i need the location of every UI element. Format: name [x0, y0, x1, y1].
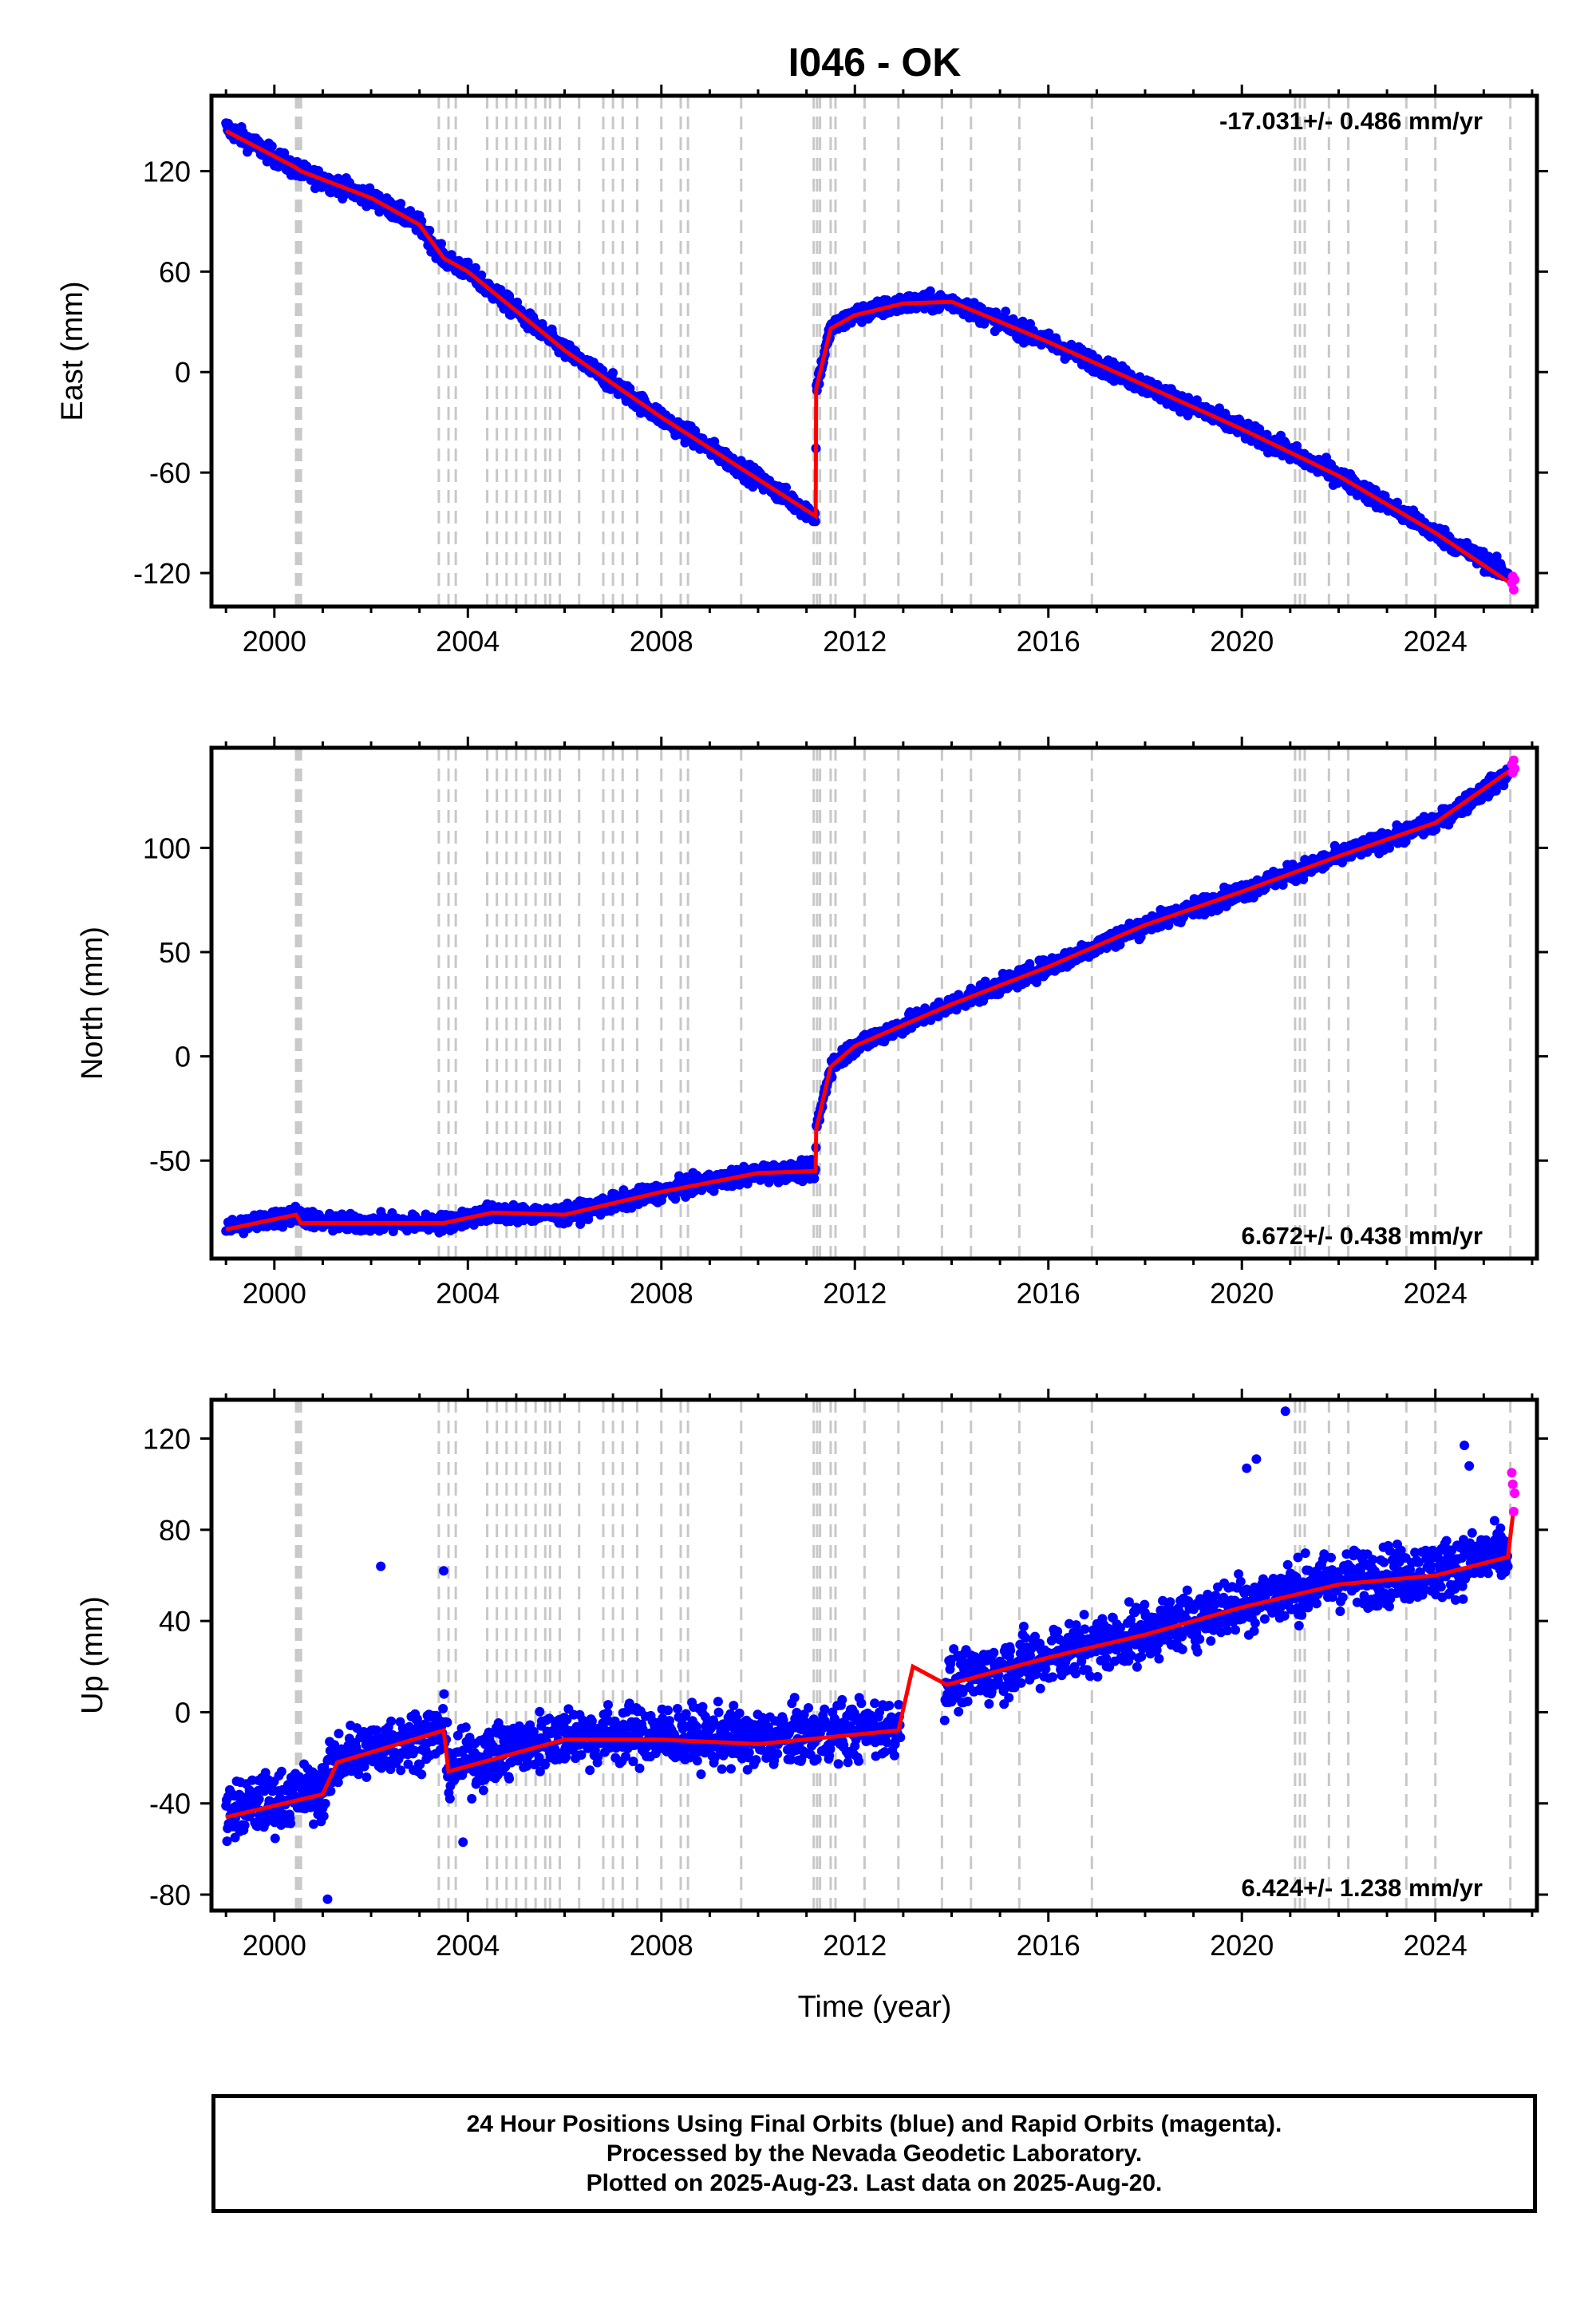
y-tick-label: 0: [175, 356, 191, 389]
east-panel: 2000 2004 2008 2012 2016 2020 2024 -120 -60 0 60 12…: [56, 85, 1548, 658]
data-point: [1001, 306, 1011, 317]
data-point: [810, 516, 820, 527]
data-point: [809, 1173, 820, 1184]
final-orbit-points: [221, 764, 1513, 1239]
x-tick-label: 2000: [243, 625, 306, 658]
data-point: [674, 1171, 684, 1181]
data-point: [267, 141, 277, 152]
figure-title: I046 - OK: [788, 40, 962, 85]
rapid-orbit-point: [1510, 764, 1520, 774]
data-point: [1393, 497, 1402, 508]
data-point: [470, 263, 480, 273]
rapid-orbit-point: [1510, 575, 1520, 585]
y-tick-label: 60: [159, 255, 191, 288]
final-orbit-points: [221, 118, 1513, 583]
data-point: [1017, 316, 1028, 326]
plot-area: [221, 96, 1520, 607]
y-tick-label: 120: [143, 155, 191, 188]
data-point: [1290, 876, 1301, 887]
model-line: [225, 767, 1515, 1231]
plot-area: [221, 748, 1520, 1259]
rate-label: -17.031+/- 0.486 mm/yr: [1219, 107, 1483, 135]
data-point: [437, 239, 446, 249]
y-axis-label: East (mm): [56, 281, 89, 421]
y-tick-label: -60: [149, 456, 191, 489]
x-tick-label: 2004: [436, 625, 500, 658]
x-tick-label: 2016: [1017, 625, 1080, 658]
data-point: [608, 368, 618, 378]
rapid-orbit-point: [1508, 755, 1519, 765]
data-point: [670, 1194, 681, 1204]
data-point: [1491, 551, 1502, 562]
x-tick-label: 2008: [630, 625, 693, 658]
y-tick-label: -120: [133, 557, 191, 590]
plot-frame: [209, 93, 1539, 609]
data-point: [396, 199, 406, 209]
x-tick-label: 2012: [823, 625, 887, 658]
data-point: [925, 286, 935, 296]
x-tick-label: 2020: [1210, 625, 1274, 658]
rapid-orbit-point: [1508, 585, 1519, 595]
data-point: [781, 482, 791, 492]
plot-frame: [209, 745, 1539, 1261]
model-line: [225, 128, 1515, 587]
data-point: [1278, 879, 1288, 890]
north-panel: 2000 2004 2008 2012 2016 2020 2024-50050100Nor…: [76, 737, 1548, 1310]
x-tick-label: 2024: [1404, 625, 1468, 658]
